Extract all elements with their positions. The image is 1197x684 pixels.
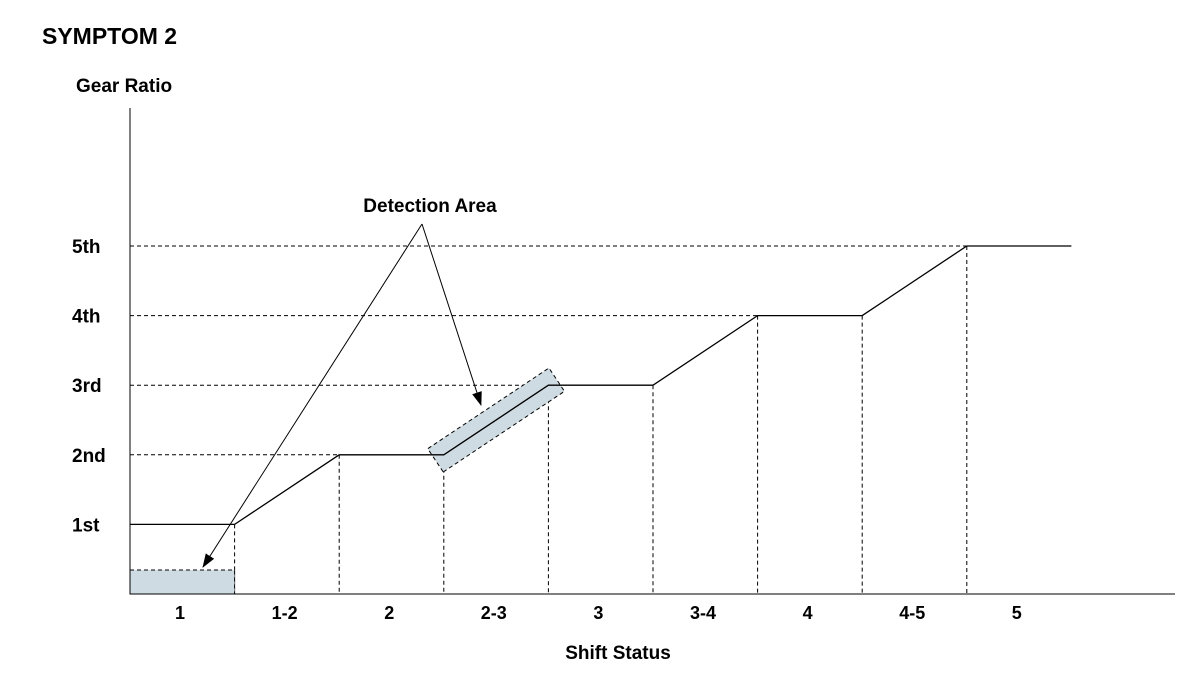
y-axis-title: Gear Ratio [76,76,172,97]
detection-callout [202,223,482,568]
x-tick-label: 2 [384,603,394,623]
detection-areas [129,367,566,595]
page-title: SYMPTOM 2 [42,23,177,49]
grid-lines [130,245,968,594]
detection-area-label: Detection Area [363,196,497,217]
x-tick-label: 1 [175,603,185,623]
x-tick-labels: 1 1-2 2 2-3 3 3-4 4 4-5 5 [175,603,1022,623]
callout-arrow-1 [202,223,423,568]
detection-area-box [129,569,236,595]
y-tick-label: 1st [72,515,100,536]
y-tick-label: 3rd [72,376,102,397]
x-tick-label: 1-2 [272,603,298,623]
y-tick-labels: 1st 2nd 3rd 4th 5th [72,237,106,536]
y-tick-label: 2nd [72,446,106,467]
x-tick-label: 5 [1012,603,1022,623]
y-tick-label: 4th [72,307,101,328]
x-tick-label: 4-5 [899,603,925,623]
x-tick-label: 4 [803,603,813,623]
axes [129,108,1175,595]
x-axis-title: Shift Status [565,643,671,664]
gear-ratio-line [130,245,1072,526]
x-tick-label: 3-4 [690,603,716,623]
x-tick-label: 3 [593,603,603,623]
y-tick-label: 5th [72,237,101,258]
x-tick-label: 2-3 [481,603,507,623]
callout-arrow-2 [421,223,482,406]
series-layer [130,245,1072,526]
